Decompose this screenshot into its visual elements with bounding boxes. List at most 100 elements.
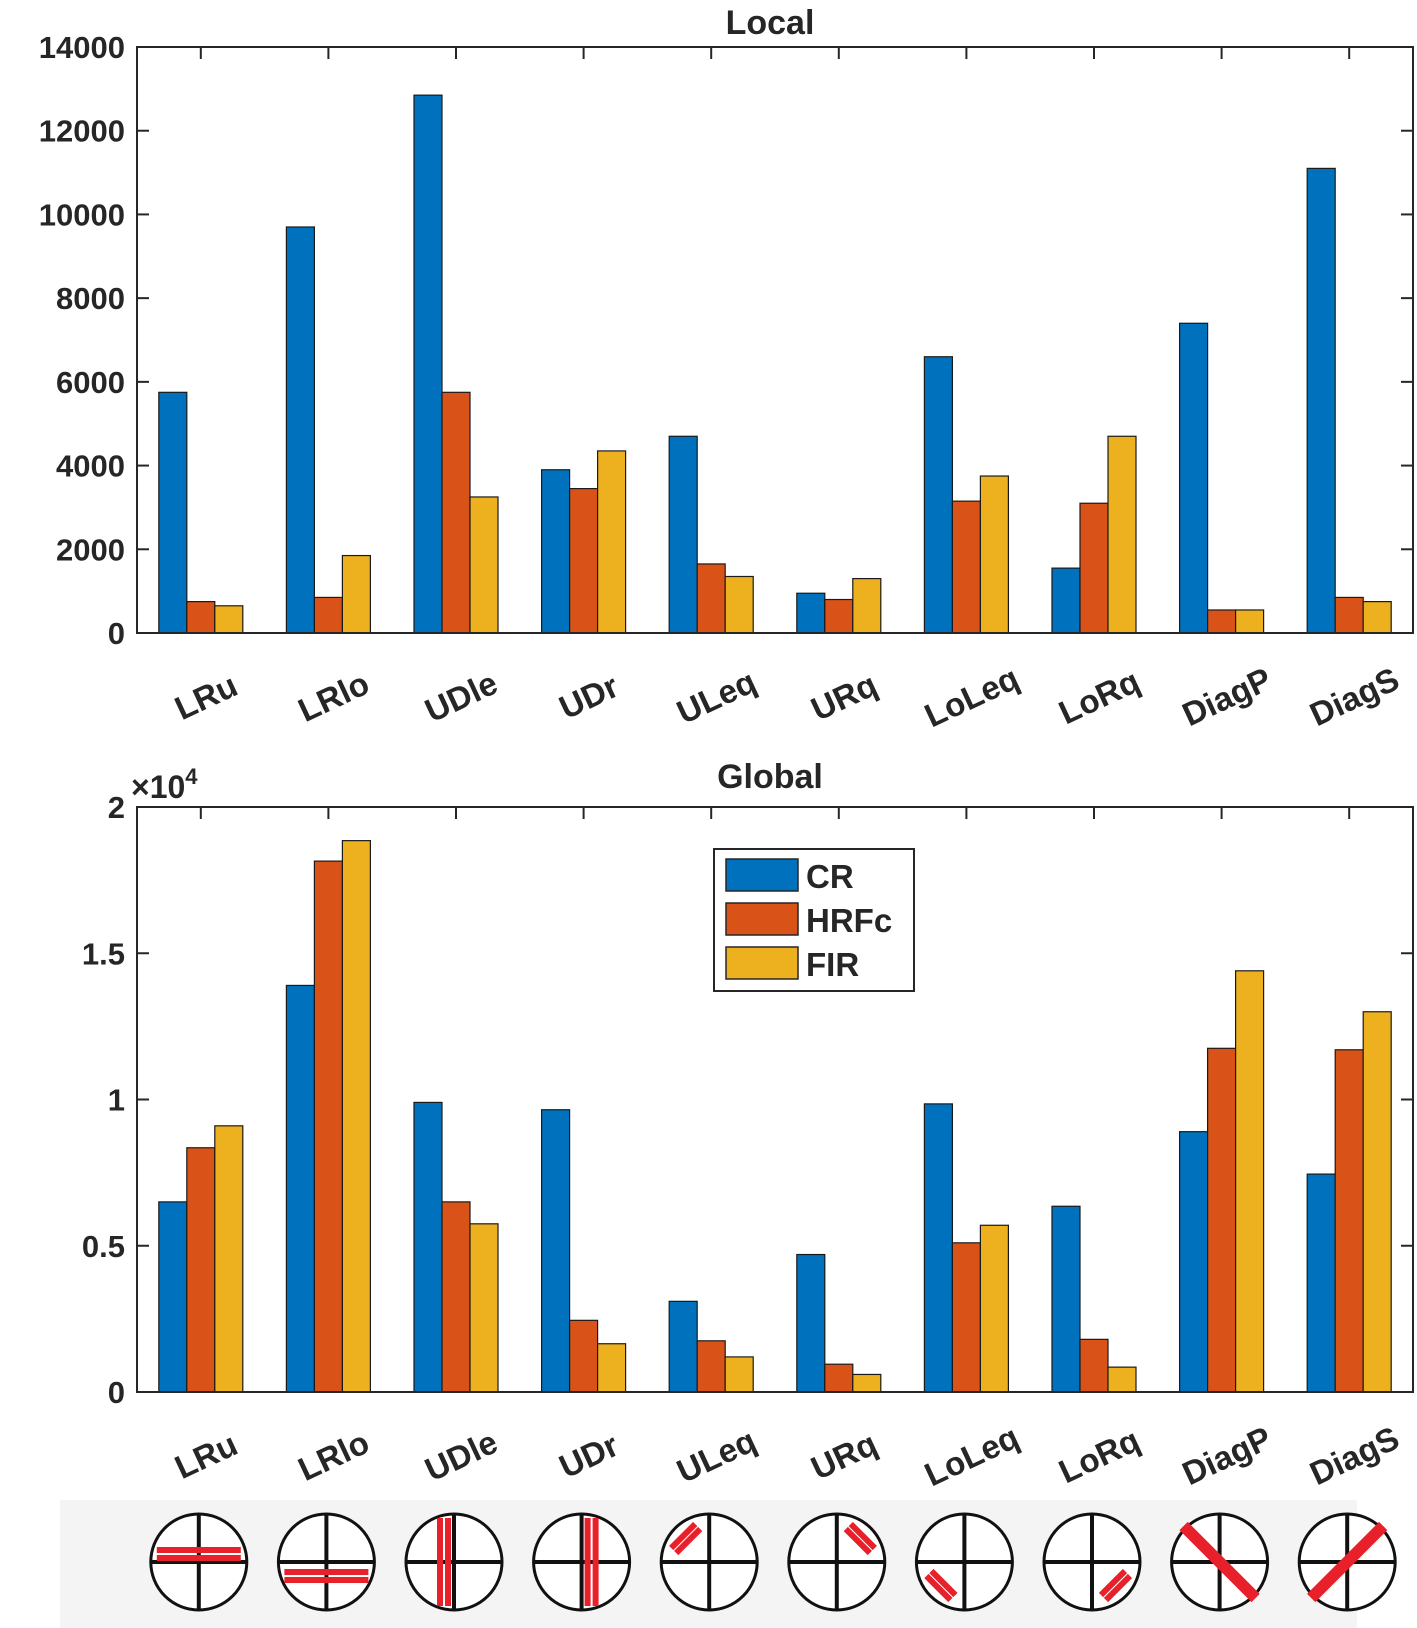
bar-LoLeq-CR	[923, 1103, 954, 1393]
bar-DiagP-FIR	[1234, 609, 1265, 634]
y-tick-label: 2000	[56, 532, 125, 567]
glyph-LRu	[149, 1512, 249, 1612]
x-tick-label: LRlo	[292, 664, 374, 729]
x-tick-label: DiagS	[1304, 660, 1404, 733]
legend-label-hrfc: HRFc	[806, 902, 892, 939]
local-bars	[158, 94, 1392, 634]
bar-LoLeq-HRFc	[951, 500, 982, 634]
bar-LRlo-HRFc	[313, 860, 343, 1393]
bar-UDr-FIR	[596, 1343, 627, 1393]
x-tick-label: LoRq	[1053, 1421, 1145, 1490]
bar-LRu-FIR	[214, 1125, 244, 1393]
y-tick-label: 4000	[56, 449, 125, 484]
glyph-URq	[787, 1512, 887, 1612]
y-tick-label: 1	[108, 1083, 125, 1118]
bar-UDr-CR	[540, 469, 571, 634]
y-tick-label: 6000	[56, 365, 125, 400]
x-tick-label: DiagP	[1177, 1419, 1277, 1492]
x-tick-label: LRlo	[292, 1423, 374, 1488]
x-tick-label: LRu	[169, 666, 243, 727]
bar-DiagP-HRFc	[1206, 1047, 1237, 1393]
local-panel: Local 0 2000 4000 6000 8000 10000 12000 14000 L…	[39, 4, 1414, 734]
legend-swatch-hrfc	[725, 902, 799, 936]
y-tick-label: 12000	[39, 114, 125, 149]
bar-LoLeq-FIR	[979, 1224, 1010, 1393]
bar-UDr-FIR	[596, 450, 627, 634]
glyph-red-bar	[669, 1521, 698, 1551]
y-tick-label: 0.5	[82, 1229, 125, 1264]
bar-LRu-HRFc	[186, 1147, 216, 1393]
glyph-red-bar	[1098, 1568, 1128, 1598]
bar-LRlo-CR	[285, 226, 315, 634]
y-tick-label: 10000	[39, 197, 125, 232]
x-tick-label: DiagS	[1304, 1419, 1404, 1492]
global-axes-box	[136, 806, 1414, 1393]
x-tick-label: LoRq	[1053, 662, 1145, 731]
bar-UDle-CR	[413, 94, 443, 634]
y-tick-label: 1.5	[82, 936, 125, 971]
bar-LRu-CR	[158, 1201, 188, 1393]
glyph-LoLeq	[914, 1512, 1014, 1612]
glyph-LoRq	[1042, 1512, 1142, 1612]
glyph-red-bar	[843, 1526, 872, 1556]
x-tick-label: LoLeq	[919, 1418, 1024, 1493]
legend-label-cr: CR	[806, 858, 854, 895]
legend: CR HRFc FIR	[713, 848, 915, 992]
bar-LRlo-FIR	[341, 840, 371, 1393]
global-title: Global	[717, 758, 823, 796]
bar-ULeq-HRFc	[696, 1340, 726, 1393]
bar-DiagS-HRFc	[1334, 1049, 1364, 1393]
bar-UDle-CR	[413, 1101, 443, 1393]
global-multiplier-exp: 4	[185, 764, 198, 789]
bar-DiagP-CR	[1178, 1131, 1209, 1393]
x-tick-label: LoLeq	[919, 659, 1024, 734]
bar-LRlo-HRFc	[313, 596, 343, 634]
bar-URq-CR	[796, 592, 826, 634]
bar-LRu-CR	[158, 391, 188, 634]
glyph-LRlo	[276, 1512, 376, 1612]
glyph-ULeq	[659, 1512, 759, 1612]
glyph-red-bar	[1103, 1573, 1133, 1603]
bar-DiagS-HRFc	[1334, 596, 1364, 634]
x-tick-label: UDr	[553, 1426, 624, 1485]
y-tick-label: 14000	[39, 30, 125, 65]
legend-swatch-cr	[725, 858, 799, 892]
bar-LoRq-HRFc	[1079, 1338, 1109, 1393]
x-tick-label: DiagP	[1177, 660, 1277, 733]
bar-LoRq-CR	[1051, 567, 1081, 634]
bar-DiagS-CR	[1306, 1173, 1336, 1393]
glyph-red-bar	[848, 1521, 877, 1551]
global-y-tick-labels: 0 0.5 1 1.5 2	[82, 790, 125, 1410]
x-tick-label: UDle	[419, 1423, 503, 1488]
bar-LRu-FIR	[214, 605, 244, 634]
x-tick-label: UDle	[419, 664, 503, 729]
glyph-red-bar	[1307, 1521, 1384, 1599]
bar-ULeq-CR	[668, 435, 698, 634]
x-tick-label: ULeq	[671, 662, 761, 730]
local-ticks	[137, 46, 1413, 634]
bar-LRu-HRFc	[186, 601, 216, 634]
bar-UDle-FIR	[469, 1223, 499, 1393]
bar-URq-HRFc	[824, 598, 854, 634]
local-title: Local	[726, 4, 815, 42]
x-tick-label: URq	[805, 1424, 882, 1486]
bar-URq-FIR	[852, 1373, 882, 1393]
bar-UDr-CR	[540, 1109, 571, 1393]
bar-URq-FIR	[852, 577, 882, 634]
bar-DiagS-FIR	[1362, 601, 1392, 634]
glyph-red-bar	[1183, 1521, 1260, 1599]
bar-LoRq-FIR	[1107, 1366, 1137, 1393]
local-x-tick-labels: LRu LRlo UDle UDr ULeq URq LoLeq LoRq DiagP DiagS	[169, 659, 1404, 734]
bar-LoRq-HRFc	[1079, 502, 1109, 634]
bar-UDr-HRFc	[568, 487, 599, 634]
bar-URq-CR	[796, 1253, 826, 1393]
bar-ULeq-FIR	[724, 575, 754, 634]
bar-LoRq-FIR	[1107, 435, 1137, 634]
bar-UDle-HRFc	[441, 1201, 471, 1393]
bar-UDr-HRFc	[568, 1319, 599, 1393]
glyph-UDle	[404, 1512, 504, 1612]
y-tick-label: 8000	[56, 281, 125, 316]
bar-DiagP-FIR	[1234, 970, 1265, 1393]
y-tick-label: 0	[108, 616, 125, 651]
glyph-red-bar	[1311, 1525, 1388, 1603]
